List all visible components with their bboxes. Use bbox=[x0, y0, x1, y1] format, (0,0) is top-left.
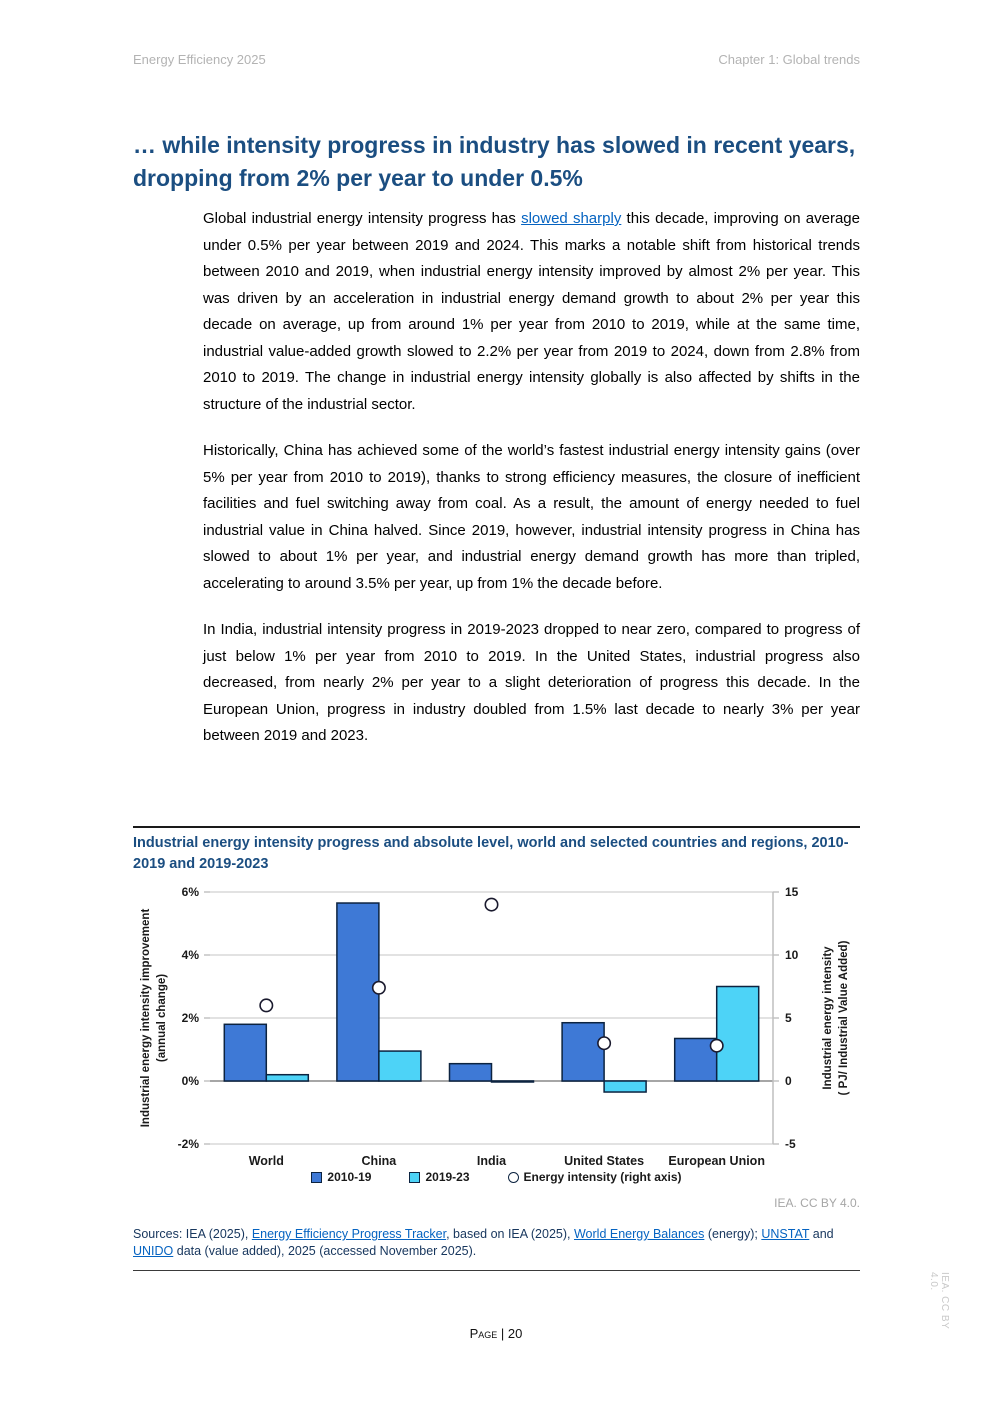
source-text-segment: Sources: IEA (2025), bbox=[133, 1227, 252, 1241]
page-number: Page | 20 bbox=[469, 1326, 523, 1341]
right-axis-title: ( PJ/ Industrial Value Added) bbox=[838, 940, 850, 1095]
energy-intensity-point bbox=[709, 1038, 724, 1053]
left-axis-title: Industrial energy intensity improvement bbox=[140, 909, 152, 1128]
left-tick-label: 0% bbox=[182, 1074, 200, 1088]
source-link[interactable]: Energy Efficiency Progress Tracker bbox=[251, 1227, 447, 1241]
right-tick-label: 15 bbox=[785, 885, 799, 899]
legend-circle-icon bbox=[507, 1171, 519, 1183]
source-text-segment: and bbox=[809, 1227, 834, 1241]
category-label: India bbox=[477, 1154, 507, 1168]
left-axis-title: (annual change) bbox=[156, 974, 168, 1062]
category-label: World bbox=[249, 1154, 284, 1168]
slowed-sharply-link[interactable]: slowed sharply bbox=[521, 210, 622, 227]
bar-2010-19 bbox=[561, 1021, 605, 1082]
figure-top-rule bbox=[133, 826, 860, 828]
legend-label: 2019-23 bbox=[425, 1170, 470, 1184]
legend-square-icon bbox=[409, 1171, 421, 1183]
bar-2019-23 bbox=[265, 1073, 310, 1082]
paragraph-1: Global industrial energy intensity progr… bbox=[203, 206, 860, 418]
bar-2019-23 bbox=[490, 1080, 535, 1083]
right-tick-label: -5 bbox=[785, 1137, 796, 1151]
paragraph-1-text-after: this decade, improving on average under … bbox=[203, 210, 860, 413]
source-link[interactable]: UNSTAT bbox=[761, 1227, 810, 1241]
bar-2019-23 bbox=[603, 1080, 647, 1093]
running-header: Energy Efficiency 2025 Chapter 1: Global… bbox=[133, 52, 860, 67]
legend-item: Energy intensity (right axis) bbox=[507, 1170, 682, 1184]
paragraph-3: In India, industrial intensity progress … bbox=[203, 621, 860, 744]
paragraph-1-text: Global industrial energy intensity progr… bbox=[203, 210, 522, 227]
side-license-stamp: IEA. CC BY 4.0. bbox=[928, 1272, 950, 1330]
bar-2010-19 bbox=[448, 1062, 493, 1082]
header-right: Chapter 1: Global trends bbox=[718, 52, 860, 67]
source-link[interactable]: World Energy Balances bbox=[573, 1227, 705, 1241]
source-link[interactable]: UNIDO bbox=[133, 1244, 174, 1258]
energy-intensity-point bbox=[597, 1036, 612, 1051]
chart-canvas: 6% 4% 2% 0% -2% 15 10 5 0 -5 World China India United… bbox=[140, 885, 850, 1168]
figure-title: Industrial energy intensity progress and… bbox=[133, 835, 849, 872]
right-tick-label: 0 bbox=[785, 1074, 792, 1088]
chart-legend: 2010-19 2019-23 Energy intensity (right ax… bbox=[133, 1170, 860, 1184]
category-label: United States bbox=[564, 1154, 644, 1168]
sources: Sources: IEA (2025), Energy Efficiency P… bbox=[133, 1226, 865, 1260]
bar-2010-19 bbox=[336, 902, 380, 1082]
figure-bottom-rule bbox=[133, 1270, 860, 1271]
left-tick-label: 6% bbox=[182, 885, 200, 899]
figure-chart: 6% 4% 2% 0% -2% 15 10 5 0 -5 World China India United… bbox=[133, 878, 860, 1170]
legend-square-icon bbox=[311, 1171, 323, 1183]
energy-intensity-point bbox=[259, 998, 274, 1013]
figure-attribution: IEA. CC BY 4.0. bbox=[774, 1196, 860, 1210]
right-tick-label: 10 bbox=[785, 948, 799, 962]
right-tick-label: 5 bbox=[785, 1011, 792, 1025]
legend-label: Energy intensity (right axis) bbox=[523, 1170, 682, 1184]
body-text: Global industrial energy intensity progr… bbox=[203, 206, 860, 770]
legend-label: 2010-19 bbox=[327, 1170, 372, 1184]
header-left: Energy Efficiency 2025 bbox=[133, 52, 266, 67]
source-text-segment: (energy); bbox=[704, 1227, 762, 1241]
energy-intensity-point bbox=[484, 897, 499, 912]
right-axis-title: Industrial energy intensity bbox=[822, 946, 834, 1090]
category-label: European Union bbox=[668, 1154, 765, 1168]
energy-intensity-point bbox=[371, 980, 386, 995]
category-label: China bbox=[362, 1154, 398, 1168]
sources-text: Sources: IEA (2025), Energy Efficiency P… bbox=[133, 1227, 834, 1258]
left-tick-label: 2% bbox=[182, 1011, 200, 1025]
source-text-segment: , based on IEA (2025), bbox=[446, 1227, 574, 1241]
left-tick-label: 4% bbox=[182, 948, 200, 962]
bar-2010-19 bbox=[223, 1023, 268, 1082]
left-tick-label: -2% bbox=[178, 1137, 200, 1151]
paragraph-2: Historically, China has achieved some of… bbox=[203, 442, 860, 592]
page-title: … while intensity progress in industry h… bbox=[133, 132, 856, 191]
legend-item: 2010-19 bbox=[311, 1170, 371, 1184]
source-text-segment: data (value added), 2025 (accessed Novem… bbox=[173, 1244, 477, 1258]
bar-2019-23 bbox=[378, 1050, 422, 1082]
legend-item: 2019-23 bbox=[409, 1170, 470, 1184]
bar-2019-23 bbox=[715, 985, 760, 1082]
